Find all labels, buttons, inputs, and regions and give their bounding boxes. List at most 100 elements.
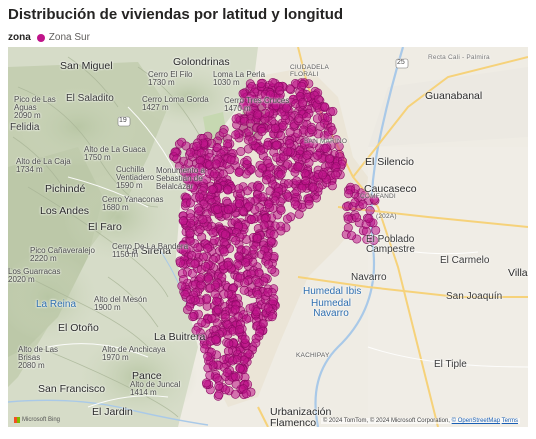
housing-point[interactable] bbox=[186, 229, 194, 237]
housing-point[interactable] bbox=[270, 230, 278, 238]
housing-point[interactable] bbox=[313, 115, 321, 123]
housing-point[interactable] bbox=[212, 160, 220, 168]
housing-point[interactable] bbox=[240, 286, 248, 294]
housing-point[interactable] bbox=[271, 124, 279, 132]
housing-point[interactable] bbox=[303, 151, 311, 159]
housing-point[interactable] bbox=[235, 200, 243, 208]
housing-point[interactable] bbox=[277, 131, 285, 139]
housing-point[interactable] bbox=[242, 246, 250, 254]
housing-point[interactable] bbox=[256, 146, 264, 154]
housing-point[interactable] bbox=[220, 290, 228, 298]
housing-point[interactable] bbox=[291, 200, 299, 208]
housing-point[interactable] bbox=[211, 290, 219, 298]
legend-item-zona-sur[interactable]: Zona Sur bbox=[49, 32, 90, 43]
housing-point[interactable] bbox=[204, 364, 212, 372]
housing-point[interactable] bbox=[243, 156, 251, 164]
housing-point[interactable] bbox=[199, 215, 207, 223]
housing-point[interactable] bbox=[251, 206, 259, 214]
housing-point[interactable] bbox=[298, 184, 306, 192]
housing-point[interactable] bbox=[268, 313, 276, 321]
housing-point[interactable] bbox=[277, 206, 285, 214]
housing-point[interactable] bbox=[344, 190, 352, 198]
housing-point[interactable] bbox=[210, 170, 218, 178]
housing-point[interactable] bbox=[283, 215, 291, 223]
housing-point[interactable] bbox=[259, 193, 267, 201]
housing-point[interactable] bbox=[186, 199, 194, 207]
housing-point[interactable] bbox=[223, 368, 231, 376]
housing-point[interactable] bbox=[242, 258, 250, 266]
housing-point[interactable] bbox=[328, 126, 336, 134]
housing-point[interactable] bbox=[258, 127, 266, 135]
housing-point[interactable] bbox=[236, 274, 244, 282]
housing-point[interactable] bbox=[232, 115, 240, 123]
housing-point[interactable] bbox=[232, 131, 240, 139]
housing-point[interactable] bbox=[193, 142, 201, 150]
housing-point[interactable] bbox=[195, 207, 203, 215]
housing-point[interactable] bbox=[305, 159, 313, 167]
housing-point[interactable] bbox=[246, 119, 254, 127]
housing-point[interactable] bbox=[294, 163, 302, 171]
housing-point[interactable] bbox=[214, 205, 222, 213]
housing-point[interactable] bbox=[259, 320, 267, 328]
housing-point[interactable] bbox=[206, 371, 214, 379]
housing-point[interactable] bbox=[179, 217, 187, 225]
housing-point[interactable] bbox=[227, 156, 235, 164]
housing-point[interactable] bbox=[332, 171, 340, 179]
housing-point[interactable] bbox=[366, 206, 374, 214]
housing-point[interactable] bbox=[188, 251, 196, 259]
housing-point[interactable] bbox=[235, 168, 243, 176]
housing-point[interactable] bbox=[329, 107, 337, 115]
housing-point[interactable] bbox=[191, 260, 199, 268]
housing-point[interactable] bbox=[276, 87, 284, 95]
housing-point[interactable] bbox=[325, 155, 333, 163]
housing-point[interactable] bbox=[215, 390, 223, 398]
housing-point[interactable] bbox=[264, 200, 272, 208]
housing-point[interactable] bbox=[237, 147, 245, 155]
housing-point[interactable] bbox=[212, 297, 220, 305]
housing-point[interactable] bbox=[246, 304, 254, 312]
housing-point[interactable] bbox=[365, 214, 373, 222]
housing-point[interactable] bbox=[225, 339, 233, 347]
housing-point[interactable] bbox=[295, 114, 303, 122]
housing-point[interactable] bbox=[344, 215, 352, 223]
housing-point[interactable] bbox=[347, 231, 355, 239]
housing-point[interactable] bbox=[208, 186, 216, 194]
housing-point[interactable] bbox=[256, 169, 264, 177]
housing-point[interactable] bbox=[242, 390, 250, 398]
housing-point[interactable] bbox=[186, 219, 194, 227]
housing-point[interactable] bbox=[277, 170, 285, 178]
housing-point[interactable] bbox=[286, 128, 294, 136]
housing-point[interactable] bbox=[298, 98, 306, 106]
housing-point[interactable] bbox=[214, 306, 222, 314]
housing-point[interactable] bbox=[224, 261, 232, 269]
housing-point[interactable] bbox=[319, 171, 327, 179]
housing-point[interactable] bbox=[212, 336, 220, 344]
terms-link[interactable]: Terms bbox=[502, 418, 518, 424]
housing-point[interactable] bbox=[284, 192, 292, 200]
housing-point[interactable] bbox=[235, 325, 243, 333]
housing-point[interactable] bbox=[245, 128, 253, 136]
osm-link[interactable]: © OpenStreetMap bbox=[452, 418, 500, 424]
housing-point[interactable] bbox=[231, 390, 239, 398]
housing-point[interactable] bbox=[221, 230, 229, 238]
housing-point[interactable] bbox=[235, 185, 243, 193]
housing-point[interactable] bbox=[219, 129, 227, 137]
housing-point[interactable] bbox=[176, 259, 184, 267]
housing-point[interactable] bbox=[315, 95, 323, 103]
housing-point[interactable] bbox=[204, 352, 212, 360]
housing-point[interactable] bbox=[202, 262, 210, 270]
housing-point[interactable] bbox=[316, 122, 324, 130]
housing-point[interactable] bbox=[264, 260, 272, 268]
housing-point[interactable] bbox=[295, 210, 303, 218]
housing-point[interactable] bbox=[293, 129, 301, 137]
housing-point[interactable] bbox=[256, 183, 264, 191]
housing-point[interactable] bbox=[264, 304, 272, 312]
housing-point[interactable] bbox=[189, 313, 197, 321]
housing-point[interactable] bbox=[241, 335, 249, 343]
housing-point[interactable] bbox=[351, 198, 359, 206]
housing-point[interactable] bbox=[198, 318, 206, 326]
housing-point[interactable] bbox=[223, 140, 231, 148]
housing-point[interactable] bbox=[309, 183, 317, 191]
housing-point[interactable] bbox=[292, 177, 300, 185]
housing-point[interactable] bbox=[235, 252, 243, 260]
